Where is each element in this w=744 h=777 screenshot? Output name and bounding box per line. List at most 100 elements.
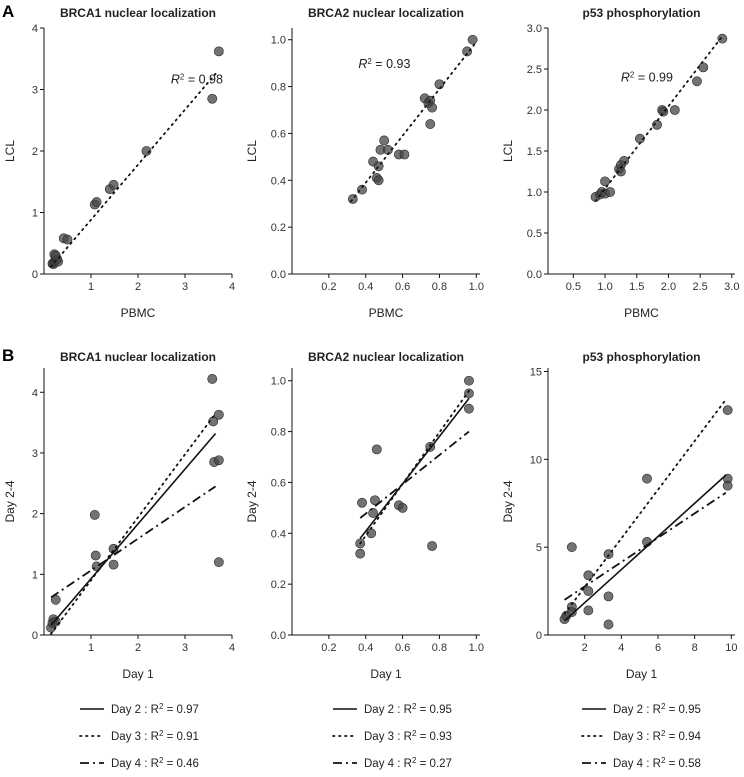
legend-r-sup: 2	[661, 756, 666, 765]
legend-entry: Day 2 : R2 = 0.95	[364, 702, 452, 717]
data-point	[91, 197, 102, 207]
legend-entry: Day 3 : R2 = 0.94	[613, 729, 701, 744]
data-point	[370, 495, 380, 506]
data-point	[213, 46, 224, 57]
y-tick-label: 0.2	[271, 222, 286, 234]
y-tick-label: 10	[530, 454, 542, 466]
y-axis-label: LCL	[245, 140, 259, 162]
r2-annotation: R2 = 0.93	[358, 56, 410, 71]
y-tick-label: 1.0	[271, 376, 286, 388]
r2-annotation-sup: 2	[630, 70, 635, 79]
data-point	[619, 155, 629, 166]
x-axis-label: PBMC	[369, 306, 404, 320]
data-point	[207, 93, 218, 104]
legend-day-label: Day 4 :	[111, 758, 147, 770]
legend-r2-value: = 0.97	[163, 704, 199, 716]
legend-r-sup: 2	[412, 756, 417, 765]
chart-title: BRCA1 nuclear localization	[60, 6, 216, 20]
data-point	[605, 187, 616, 197]
y-tick-label: 0.4	[271, 175, 286, 187]
data-point	[427, 541, 437, 551]
x-tick-label: 1.5	[629, 281, 644, 293]
legend-r-sup: 2	[159, 702, 164, 711]
data-point	[91, 561, 102, 572]
y-tick-label: 3	[32, 448, 38, 460]
legend-entry: Day 4 : R2 = 0.58	[613, 756, 701, 771]
chart-4: BRCA1 nuclear localization 1 2 3 4 0 1 2 3 4 Day 1…	[3, 350, 235, 770]
x-axis-label: PBMC	[624, 306, 659, 320]
x-tick-label: 2.0	[661, 281, 676, 293]
y-tick-label: 0.6	[271, 128, 286, 140]
y-tick-label: 0.6	[271, 477, 286, 489]
data-point	[357, 497, 367, 508]
data-point	[642, 473, 652, 484]
legend-r-sup: 2	[412, 729, 417, 738]
data-point	[566, 607, 577, 618]
data-point	[464, 403, 474, 414]
y-tick-label: 0.0	[527, 269, 542, 281]
data-point	[464, 375, 474, 386]
data-point	[462, 46, 472, 57]
chart-6: p53 phosphorylation 2 4 6 8 10 0 5 10 15 Day 1 Day …	[501, 350, 737, 770]
legend-day-label: Day 4 :	[364, 758, 400, 770]
x-tick-label: 0.6	[395, 281, 410, 293]
y-tick-label: 2	[32, 509, 38, 521]
chart-3: p53 phosphorylation 0.5 1.0 1.5 2.0 2.5 3.0 0.0…	[501, 6, 739, 320]
x-tick-label: 0.8	[432, 281, 447, 293]
legend-day-label: Day 3 :	[111, 731, 147, 743]
x-tick-label: 4	[229, 281, 235, 293]
legend-r: R	[653, 731, 661, 743]
legend-r: R	[151, 758, 159, 770]
panel-label-a: A	[2, 2, 14, 21]
x-tick-label: 3.0	[724, 281, 739, 293]
data-point	[371, 444, 382, 455]
x-axis-label: PBMC	[121, 306, 156, 320]
x-axis-label: Day 1	[122, 667, 154, 681]
data-point	[434, 79, 445, 90]
chart-title: BRCA2 nuclear localization	[308, 6, 464, 20]
x-axis-label: Day 1	[370, 667, 402, 681]
chart-title: p53 phosphorylation	[582, 6, 700, 20]
legend-r-sup: 2	[661, 729, 666, 738]
data-point	[603, 619, 614, 630]
legend-r: R	[653, 704, 661, 716]
data-point	[603, 591, 614, 602]
y-tick-label: 0.0	[271, 630, 286, 642]
data-point	[583, 586, 594, 596]
legend-entry: Day 3 : R2 = 0.93	[364, 729, 452, 744]
legend-entry: Day 2 : R2 = 0.97	[111, 702, 199, 717]
data-point	[379, 135, 390, 146]
y-tick-label: 4	[32, 23, 38, 35]
x-axis-label: Day 1	[626, 667, 658, 681]
y-tick-label: 1.0	[527, 187, 542, 199]
data-point	[89, 509, 100, 520]
data-point	[425, 119, 436, 129]
y-tick-label: 0.8	[271, 82, 286, 94]
x-tick-label: 0.8	[432, 642, 447, 654]
data-point	[50, 250, 61, 261]
data-point	[464, 388, 474, 399]
data-point	[600, 176, 610, 187]
legend-r: R	[404, 704, 412, 716]
data-point	[722, 480, 733, 491]
data-point	[90, 550, 101, 561]
data-point	[717, 33, 728, 44]
fit-line-dotted	[359, 389, 470, 545]
data-point	[692, 76, 702, 87]
data-point	[368, 508, 378, 518]
r2-annotation-prefix: R	[171, 72, 180, 86]
legend-r2-value: = 0.91	[163, 731, 199, 743]
legend-r: R	[151, 731, 159, 743]
y-tick-label: 1	[32, 569, 38, 581]
y-tick-label: 2	[32, 146, 38, 158]
x-tick-label: 0.2	[321, 642, 336, 654]
data-point	[566, 542, 577, 553]
legend-entry: Day 2 : R2 = 0.95	[613, 702, 701, 717]
x-tick-label: 2	[135, 642, 141, 654]
legend-r-sup: 2	[661, 702, 666, 711]
legend-day-label: Day 2 :	[613, 704, 649, 716]
data-point	[399, 149, 410, 160]
y-tick-label: 4	[32, 387, 38, 399]
legend-day-label: Day 2 :	[364, 704, 400, 716]
